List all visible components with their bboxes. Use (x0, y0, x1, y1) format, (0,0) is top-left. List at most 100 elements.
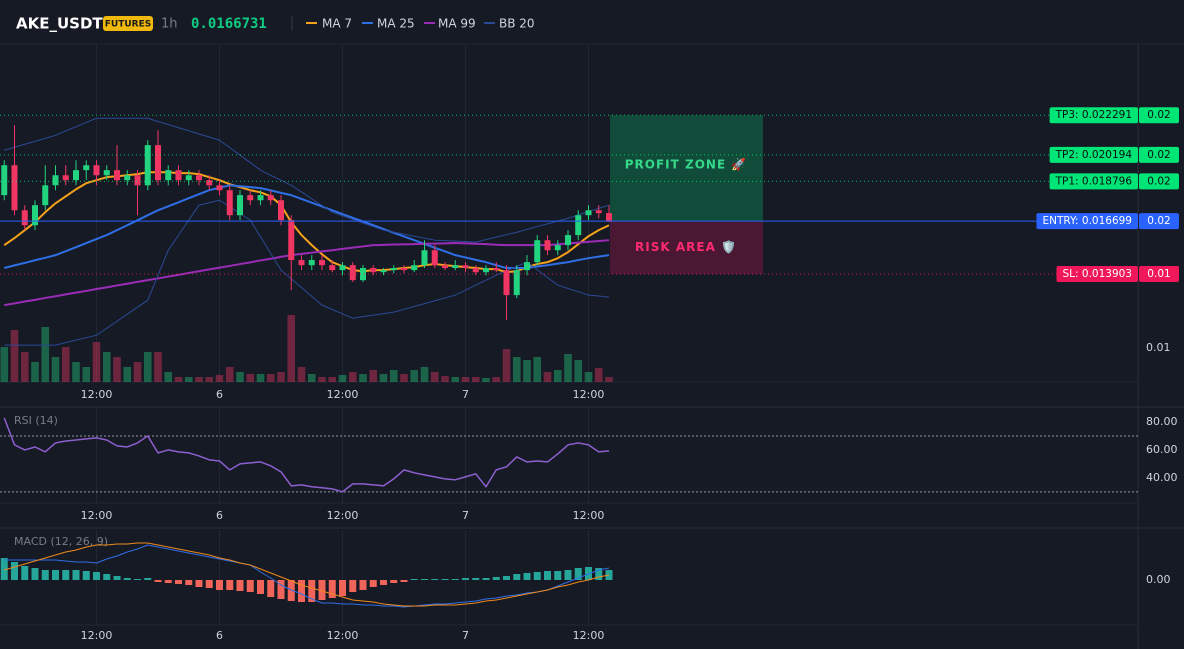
zone-label: RISK AREA 🛡️ (635, 240, 737, 254)
candle-body (554, 245, 561, 251)
histogram-bar (533, 572, 541, 580)
candle-body (144, 145, 151, 186)
histogram-bar (595, 568, 603, 580)
candle-body (124, 175, 131, 181)
zone (610, 115, 763, 222)
histogram-bar (21, 566, 29, 580)
candle-body (411, 265, 418, 271)
legend-label: MA 7 (322, 17, 352, 31)
candle-body (575, 215, 582, 236)
histogram-bar (472, 578, 480, 580)
x-tick-label: 12:00 (327, 629, 359, 642)
x-tick-label: 7 (462, 388, 469, 401)
volume-bar (420, 367, 429, 382)
histogram-bar (82, 571, 90, 580)
candle-body (298, 260, 305, 266)
candle-body (329, 265, 336, 271)
candle-body (175, 170, 182, 181)
x-tick-label: 6 (216, 629, 223, 642)
candle-body (21, 210, 28, 226)
candle-body (493, 268, 500, 271)
volume-bar (482, 378, 490, 382)
x-tick-label: 12:00 (573, 388, 605, 401)
x-tick-label: 7 (462, 629, 469, 642)
badge: FUTURES (105, 20, 151, 30)
candle-body (103, 170, 110, 176)
candle-body (585, 210, 592, 216)
histogram-bar (164, 580, 172, 583)
macd-title: MACD (12, 26, 9) (14, 535, 108, 548)
y-tick-label: 0.00 (1146, 573, 1171, 586)
histogram-bar (93, 572, 100, 580)
level-axis-bg (1139, 146, 1179, 163)
histogram-bar (31, 568, 39, 580)
x-tick-label: 12:00 (81, 629, 113, 642)
histogram-bar (482, 578, 490, 580)
histogram-bar (298, 580, 305, 602)
volume-bar (287, 315, 296, 382)
histogram-bar (11, 562, 18, 580)
histogram-bar (318, 580, 326, 600)
rsi-title: RSI (14) (14, 414, 58, 427)
histogram-bar (175, 580, 182, 584)
volume-bar (328, 377, 337, 382)
candle-body (185, 175, 192, 181)
candle-body (216, 185, 223, 191)
volume-bar (492, 377, 501, 382)
volume-bar (584, 372, 593, 382)
badge-bg (103, 16, 153, 31)
volume-bar (184, 377, 193, 382)
candle-body (134, 175, 141, 186)
level-axis-label: 0.01 (1147, 268, 1170, 280)
volume-bar (143, 352, 152, 382)
histogram-bar (195, 580, 203, 587)
x-tick-label: 12:00 (81, 388, 113, 401)
interval: 1h (161, 17, 178, 32)
volume-bar (266, 374, 275, 382)
histogram-bar (144, 578, 152, 580)
level-axis-label: 0.02 (1147, 175, 1170, 187)
histogram-bar (0, 558, 8, 580)
candle-body (114, 170, 120, 181)
histogram-bar (328, 580, 336, 598)
y-tick-label: 40.00 (1146, 471, 1178, 484)
histogram-bar (451, 579, 459, 580)
volume-bar (574, 360, 583, 382)
volume-bar (225, 367, 234, 382)
candle-body (52, 175, 59, 186)
histogram-bar (349, 580, 357, 592)
volume-bar (31, 362, 39, 382)
histogram-bar (226, 580, 234, 590)
histogram-bar (72, 570, 80, 580)
volume-bar (154, 352, 162, 382)
volume-bar (410, 370, 419, 382)
x-tick-label: 12:00 (81, 509, 113, 522)
level-label-bg (1049, 173, 1138, 190)
candle-body (452, 265, 459, 269)
candle-body (11, 165, 18, 211)
candle-body (339, 265, 346, 271)
volume-bar (205, 377, 214, 382)
level-axis-label: 0.02 (1147, 149, 1170, 161)
candle-body (62, 175, 69, 181)
volume-bar (51, 357, 60, 382)
volume-bar (0, 347, 9, 382)
volume-bar (605, 377, 613, 382)
volume-bar (461, 377, 470, 382)
histogram-bar (62, 570, 70, 580)
x-tick-label: 7 (462, 509, 469, 522)
candle-body (595, 210, 602, 214)
volume-bar (307, 374, 316, 382)
volume-bar (174, 377, 183, 382)
histogram-bar (554, 571, 562, 580)
symbol: AKE_USDT (16, 15, 103, 33)
volume-bar (297, 367, 306, 382)
level-axis-bg (1139, 173, 1179, 190)
y-tick-label: 0.01 (1146, 341, 1171, 354)
volume-bar (123, 367, 132, 382)
candle-body (267, 195, 274, 201)
candle-body (390, 268, 397, 271)
volume-bar (113, 357, 121, 382)
level-axis-bg (1139, 213, 1179, 230)
level-label-bg (1049, 107, 1138, 124)
